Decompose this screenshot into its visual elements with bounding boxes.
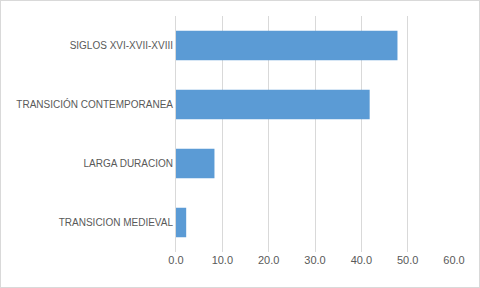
svg-text:20.0: 20.0 xyxy=(258,254,279,266)
svg-text:40.0: 40.0 xyxy=(351,254,372,266)
svg-text:0.0: 0.0 xyxy=(168,254,183,266)
svg-text:SIGLOS XVI-XVII-XVIII: SIGLOS XVI-XVII-XVIII xyxy=(70,40,173,51)
svg-text:TRANSICION MEDIEVAL: TRANSICION MEDIEVAL xyxy=(59,217,174,228)
svg-text:TRANSICIÓN CONTEMPORANEA: TRANSICIÓN CONTEMPORANEA xyxy=(16,98,173,110)
svg-text:30.0: 30.0 xyxy=(304,254,325,266)
svg-text:60.0: 60.0 xyxy=(443,254,464,266)
svg-text:10.0: 10.0 xyxy=(212,254,233,266)
svg-text:LARGA DURACION: LARGA DURACION xyxy=(84,158,173,169)
svg-text:50.0: 50.0 xyxy=(397,254,418,266)
